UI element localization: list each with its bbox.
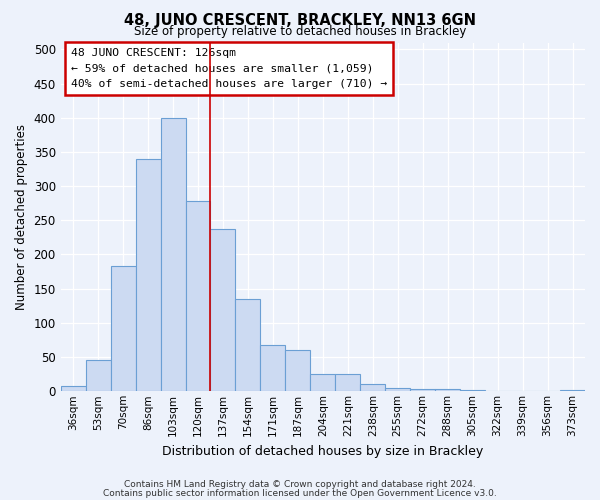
Y-axis label: Number of detached properties: Number of detached properties — [15, 124, 28, 310]
Bar — [136, 159, 161, 392]
Bar — [360, 384, 385, 392]
Bar — [86, 360, 110, 392]
Bar — [211, 228, 235, 392]
Text: Contains HM Land Registry data © Crown copyright and database right 2024.: Contains HM Land Registry data © Crown c… — [124, 480, 476, 489]
Text: Contains public sector information licensed under the Open Government Licence v3: Contains public sector information licen… — [103, 488, 497, 498]
Bar — [185, 201, 211, 392]
X-axis label: Distribution of detached houses by size in Brackley: Distribution of detached houses by size … — [162, 444, 484, 458]
Bar — [335, 374, 360, 392]
Bar — [510, 390, 535, 392]
Bar — [161, 118, 185, 392]
Bar — [260, 345, 286, 392]
Text: Size of property relative to detached houses in Brackley: Size of property relative to detached ho… — [134, 25, 466, 38]
Bar — [560, 390, 585, 392]
Text: 48 JUNO CRESCENT: 126sqm
← 59% of detached houses are smaller (1,059)
40% of sem: 48 JUNO CRESCENT: 126sqm ← 59% of detach… — [71, 48, 388, 89]
Bar — [485, 390, 510, 392]
Bar — [286, 350, 310, 392]
Bar — [235, 299, 260, 392]
Bar — [410, 389, 435, 392]
Text: 48, JUNO CRESCENT, BRACKLEY, NN13 6GN: 48, JUNO CRESCENT, BRACKLEY, NN13 6GN — [124, 12, 476, 28]
Bar — [435, 389, 460, 392]
Bar — [61, 386, 86, 392]
Bar — [110, 266, 136, 392]
Bar — [310, 374, 335, 392]
Bar — [460, 390, 485, 392]
Bar — [535, 390, 560, 392]
Bar — [385, 388, 410, 392]
